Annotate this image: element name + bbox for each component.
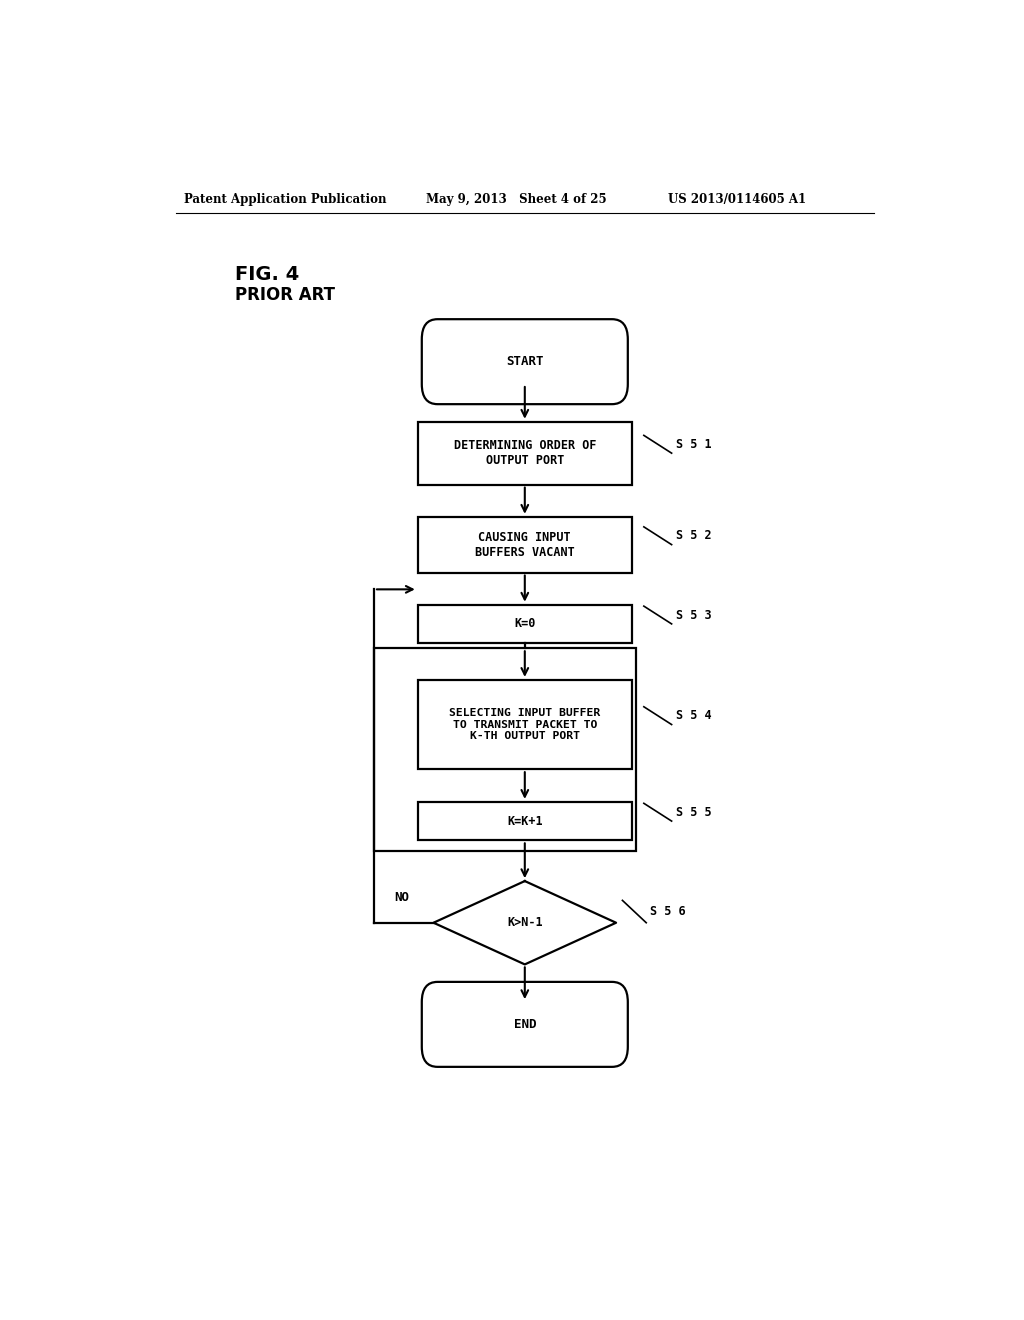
Text: FIG. 4: FIG. 4 bbox=[236, 265, 299, 284]
Bar bbox=[418, 421, 632, 484]
Text: K>N-1: K>N-1 bbox=[507, 916, 543, 929]
Text: CAUSING INPUT
BUFFERS VACANT: CAUSING INPUT BUFFERS VACANT bbox=[475, 531, 574, 558]
Text: Patent Application Publication: Patent Application Publication bbox=[183, 193, 386, 206]
Text: US 2013/0114605 A1: US 2013/0114605 A1 bbox=[668, 193, 806, 206]
Bar bbox=[374, 648, 636, 850]
Text: DETERMINING ORDER OF
OUTPUT PORT: DETERMINING ORDER OF OUTPUT PORT bbox=[454, 440, 596, 467]
Polygon shape bbox=[433, 880, 616, 965]
Bar bbox=[418, 605, 632, 643]
Bar bbox=[418, 516, 632, 573]
Text: START: START bbox=[506, 355, 544, 368]
Text: END: END bbox=[514, 1018, 536, 1031]
Text: S 5 5: S 5 5 bbox=[676, 805, 712, 818]
FancyBboxPatch shape bbox=[422, 319, 628, 404]
Text: NO: NO bbox=[394, 891, 410, 904]
Text: SELECTING INPUT BUFFER
TO TRANSMIT PACKET TO
K-TH OUTPUT PORT: SELECTING INPUT BUFFER TO TRANSMIT PACKE… bbox=[450, 708, 600, 741]
FancyBboxPatch shape bbox=[422, 982, 628, 1067]
Text: K=0: K=0 bbox=[514, 618, 536, 631]
Bar bbox=[418, 801, 632, 841]
Text: S 5 1: S 5 1 bbox=[676, 438, 712, 450]
Text: S 5 2: S 5 2 bbox=[676, 529, 712, 543]
Text: YES: YES bbox=[539, 982, 561, 995]
Text: S 5 4: S 5 4 bbox=[676, 709, 712, 722]
Text: May 9, 2013   Sheet 4 of 25: May 9, 2013 Sheet 4 of 25 bbox=[426, 193, 606, 206]
Text: S 5 3: S 5 3 bbox=[676, 609, 712, 622]
Bar bbox=[418, 680, 632, 770]
Text: S 5 6: S 5 6 bbox=[650, 906, 686, 917]
Text: PRIOR ART: PRIOR ART bbox=[236, 285, 335, 304]
Text: K=K+1: K=K+1 bbox=[507, 814, 543, 828]
